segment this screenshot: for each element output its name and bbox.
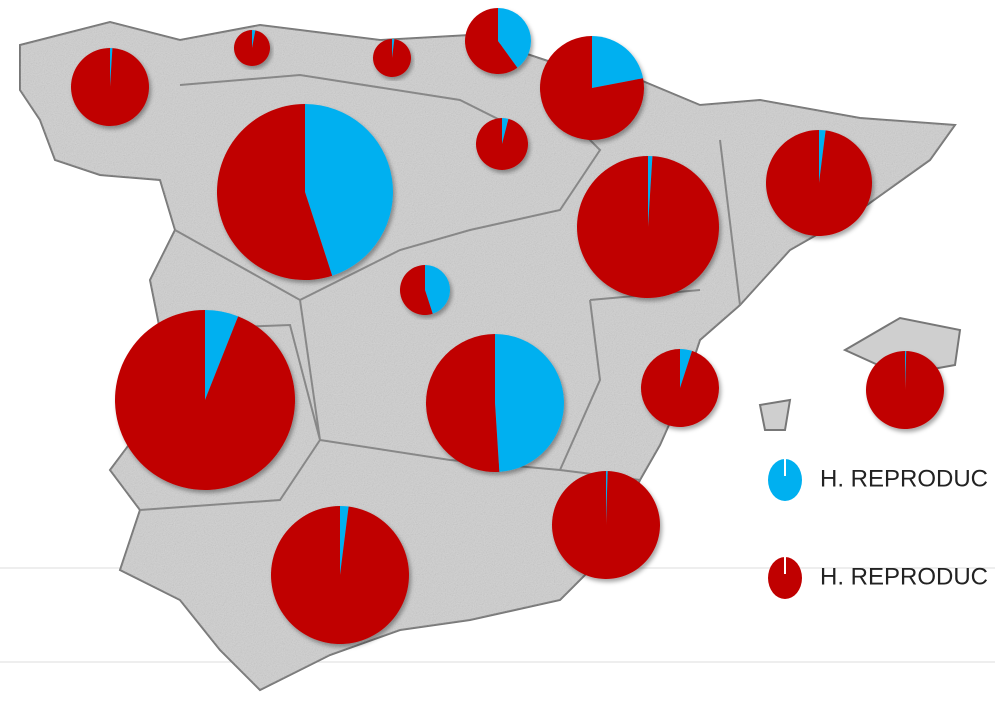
pie-slice [680,349,693,388]
pie-slice [552,471,661,580]
pies [71,8,944,645]
pie-slice [606,471,608,525]
legend-label: H. REPRODUC [820,563,988,590]
legend-swatch [768,459,802,501]
legend: H. REPRODUC H. REPRODUC [768,459,988,599]
pie [425,334,564,472]
pie-slice [905,351,907,390]
pie-slice [592,36,644,88]
pie-slice [340,506,349,575]
pie [71,48,150,127]
pie [540,36,644,141]
pie-slice [114,310,295,491]
pie-slice [305,104,393,276]
pie-slice [372,39,411,77]
pie-slice [392,39,395,58]
pie [234,30,271,66]
pie-slice [110,48,113,87]
pie [372,39,411,77]
pie [766,130,873,237]
legend-swatch [768,557,802,599]
pie-slice [819,130,826,183]
pie [552,471,661,580]
legend-label: H. REPRODUC [820,465,988,492]
pie-slice [502,118,509,144]
pie [865,350,944,429]
pie-slice [425,334,500,472]
pie [577,156,720,298]
pie-slice [498,8,531,68]
pie-slice [400,265,433,315]
pie-slice [540,36,644,141]
pie-slice [270,506,409,645]
pie-slice [495,334,564,472]
pie-slice [577,156,720,298]
pie-slice [476,118,528,170]
pie-slice [425,265,450,314]
pie [270,506,409,645]
pie-slice [648,156,653,227]
pie-slice [865,350,944,429]
pie-slice [205,310,239,400]
pie [400,265,450,315]
pie-slice [252,30,256,48]
pie [640,349,720,428]
pie-slice [71,48,150,127]
pie-slice [640,349,720,428]
pie-slice [216,104,333,280]
pie [216,104,393,280]
pie-slice [766,130,873,237]
pie-slice [234,30,271,66]
pie [464,8,531,74]
pie-slice [464,8,518,74]
pie [114,310,295,491]
pie [476,118,528,170]
